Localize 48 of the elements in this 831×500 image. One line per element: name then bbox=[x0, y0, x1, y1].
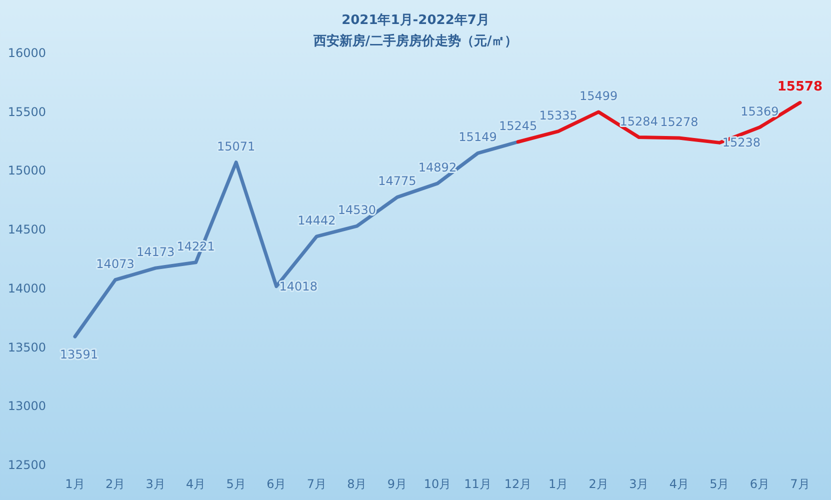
data-label: 15369 bbox=[740, 104, 779, 118]
y-tick-label: 14500 bbox=[8, 222, 46, 237]
x-tick-label: 3月 bbox=[629, 477, 649, 491]
y-tick-label: 13000 bbox=[8, 399, 46, 414]
x-tick-label: 2月 bbox=[105, 477, 126, 491]
data-label: 14530 bbox=[338, 203, 376, 218]
y-tick-label: 13500 bbox=[8, 340, 46, 354]
data-label: 14775 bbox=[378, 174, 416, 188]
x-tick-label: 3月 bbox=[146, 477, 166, 491]
x-tick-label: 9月 bbox=[387, 477, 408, 491]
chart-title: 2021年1月-2022年7月 bbox=[342, 13, 490, 28]
x-tick-label: 10月 bbox=[424, 477, 452, 491]
data-label: 14442 bbox=[298, 213, 336, 228]
data-label: 15245 bbox=[498, 118, 538, 133]
data-label: 14173 bbox=[136, 245, 175, 260]
data-label: 15335 bbox=[539, 108, 578, 122]
x-tick-label: 12月 bbox=[504, 477, 532, 491]
y-tick-label: 15000 bbox=[8, 164, 46, 178]
y-tick-label: 15500 bbox=[8, 104, 46, 119]
x-tick-label: 11月 bbox=[464, 477, 492, 491]
y-tick-label: 14000 bbox=[8, 281, 46, 296]
data-label: 15578 bbox=[777, 80, 823, 95]
line-series bbox=[73, 140, 520, 338]
x-tick-label: 4月 bbox=[669, 477, 689, 491]
data-label: 15149 bbox=[458, 130, 497, 144]
data-label: 15071 bbox=[217, 139, 256, 154]
data-label: 14018 bbox=[279, 279, 318, 294]
y-tick-label: 12500 bbox=[8, 458, 46, 472]
x-tick-label: 2月 bbox=[588, 477, 608, 491]
x-tick-label: 8月 bbox=[347, 477, 367, 491]
x-tick-label: 5月 bbox=[710, 477, 730, 491]
data-label: 13591 bbox=[60, 348, 98, 362]
data-label: 15238 bbox=[722, 136, 761, 150]
x-tick-label: 1月 bbox=[65, 477, 85, 491]
x-tick-label: 1月 bbox=[548, 477, 568, 491]
x-tick-label: 7月 bbox=[790, 477, 810, 491]
data-label: 15278 bbox=[660, 114, 698, 129]
x-tick-label: 6月 bbox=[750, 477, 770, 491]
data-label: 14073 bbox=[96, 256, 134, 271]
data-label: 15499 bbox=[580, 88, 618, 103]
data-label: 14892 bbox=[418, 160, 457, 174]
x-tick-label: 7月 bbox=[306, 477, 326, 491]
y-tick-label: 16000 bbox=[8, 46, 46, 60]
chart-subtitle: 西安新房/二手房房价走势（元/㎡） bbox=[312, 33, 518, 49]
x-tick-label: 5月 bbox=[226, 477, 246, 491]
data-label: 15284 bbox=[620, 114, 658, 128]
x-tick-label: 6月 bbox=[266, 477, 286, 491]
x-tick-label: 4月 bbox=[186, 477, 206, 491]
